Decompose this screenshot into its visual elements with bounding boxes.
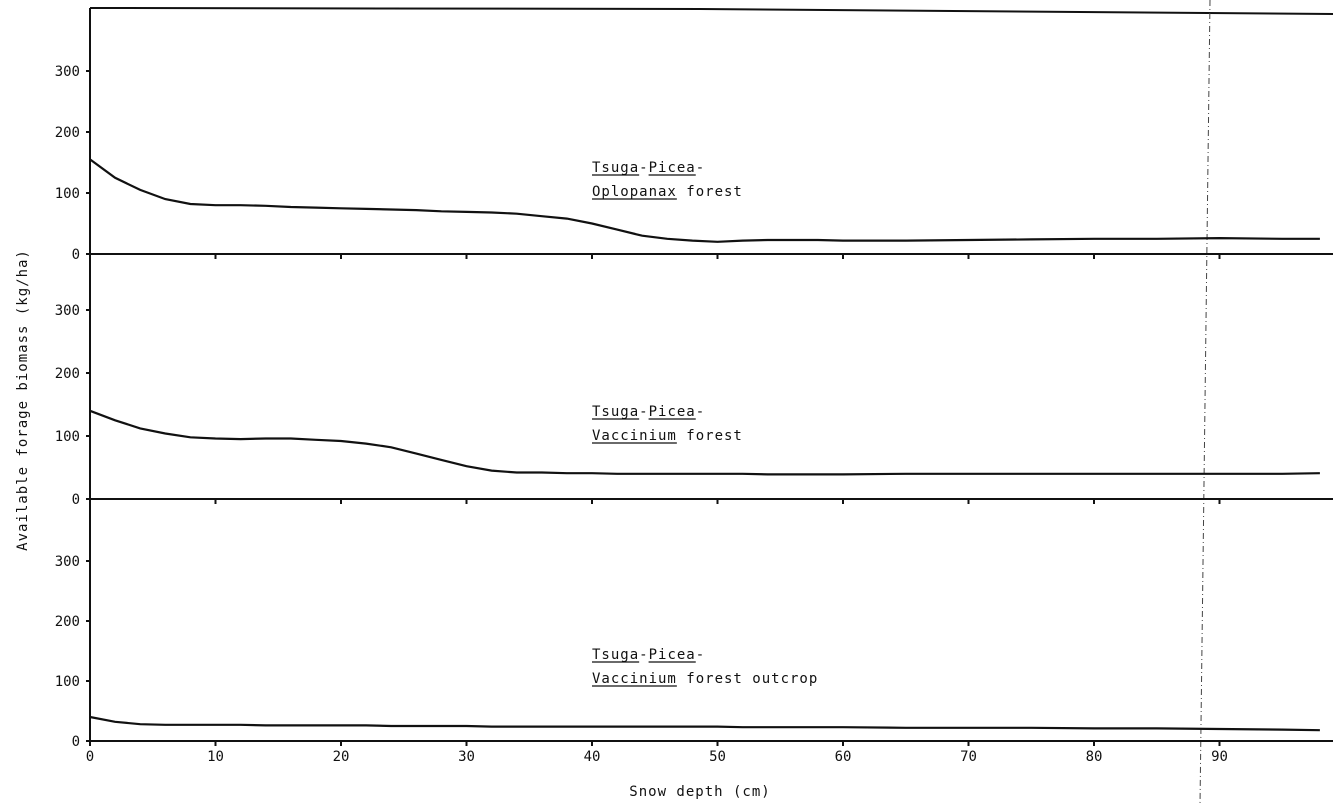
annotation-segment: - <box>639 160 648 176</box>
panel-2-y-tick-label: 300 <box>55 303 80 319</box>
panel-1-y-tick-label: 300 <box>55 64 80 80</box>
annotation-segment: - <box>639 647 648 663</box>
annotation-segment: Picea <box>649 160 696 176</box>
x-axis-title: Snow depth (cm) <box>629 784 770 800</box>
annotation-segment: Vaccinium <box>592 671 677 687</box>
panel-1-y-tick-label: 200 <box>55 125 80 141</box>
x-tick-label: 60 <box>835 749 852 765</box>
x-tick-label: 10 <box>207 749 224 765</box>
panel-1-label-line-1: Tsuga-Picea- <box>592 160 705 176</box>
panel-3-y-tick-label: 200 <box>55 614 80 630</box>
annotation-segment: - <box>639 404 648 420</box>
panel-1-label-line-2: Oplopanax forest <box>592 184 743 200</box>
annotation-segment: forest <box>677 428 743 444</box>
panel-2-y-tick-label: 100 <box>55 429 80 445</box>
panel-3-y-tick-label: 0 <box>72 734 80 750</box>
annotation-segment: Tsuga <box>592 160 639 176</box>
panel-2-series-line <box>89 409 1320 476</box>
panel-3-y-tick-label: 100 <box>55 674 80 690</box>
panel-3-label-line-2: Vaccinium forest outcrop <box>592 671 818 687</box>
panel-2-y-tick-label: 200 <box>55 366 80 382</box>
panel-3-series-line <box>89 715 1320 732</box>
annotation-segment: - <box>696 404 705 420</box>
panel-2-label-line-2: Vaccinium forest <box>592 428 743 444</box>
vertical-guide-line <box>1199 0 1211 805</box>
x-tick-label: 20 <box>333 749 350 765</box>
label-layer: Tsuga-Picea-Oplopanax forestTsuga-Picea-… <box>86 160 1228 765</box>
annotation-segment: Picea <box>649 404 696 420</box>
panel-2-y-tick-label: 0 <box>72 492 80 508</box>
annotation-segment: Oplopanax <box>592 184 677 200</box>
panel-1-y-tick-label: 0 <box>72 247 80 263</box>
panel-2-label-line-1: Tsuga-Picea- <box>592 404 705 420</box>
panel-3-label-line-1: Tsuga-Picea- <box>592 647 705 663</box>
curve-layer <box>89 158 1320 732</box>
x-tick-label: 70 <box>960 749 977 765</box>
y-axis-title: Available forage biomass (kg/ha) <box>15 249 31 551</box>
annotation-segment: - <box>696 160 705 176</box>
x-tick-label: 90 <box>1211 749 1228 765</box>
top-border <box>89 7 1333 15</box>
x-tick-label: 40 <box>584 749 601 765</box>
annotation-segment: Picea <box>649 647 696 663</box>
x-tick-label: 50 <box>709 749 726 765</box>
annotation-segment: forest outcrop <box>677 671 818 687</box>
panel-3-y-tick-label: 300 <box>55 554 80 570</box>
annotation-segment: Vaccinium <box>592 428 677 444</box>
panel-1-series-line <box>89 158 1320 243</box>
x-tick-label: 80 <box>1086 749 1103 765</box>
panel-1-y-tick-label: 100 <box>55 186 80 202</box>
annotation-segment: - <box>696 647 705 663</box>
annotation-segment: Tsuga <box>592 404 639 420</box>
annotation-segment: forest <box>677 184 743 200</box>
x-tick-label: 0 <box>86 749 94 765</box>
annotation-segment: Tsuga <box>592 647 639 663</box>
x-tick-label: 30 <box>458 749 475 765</box>
